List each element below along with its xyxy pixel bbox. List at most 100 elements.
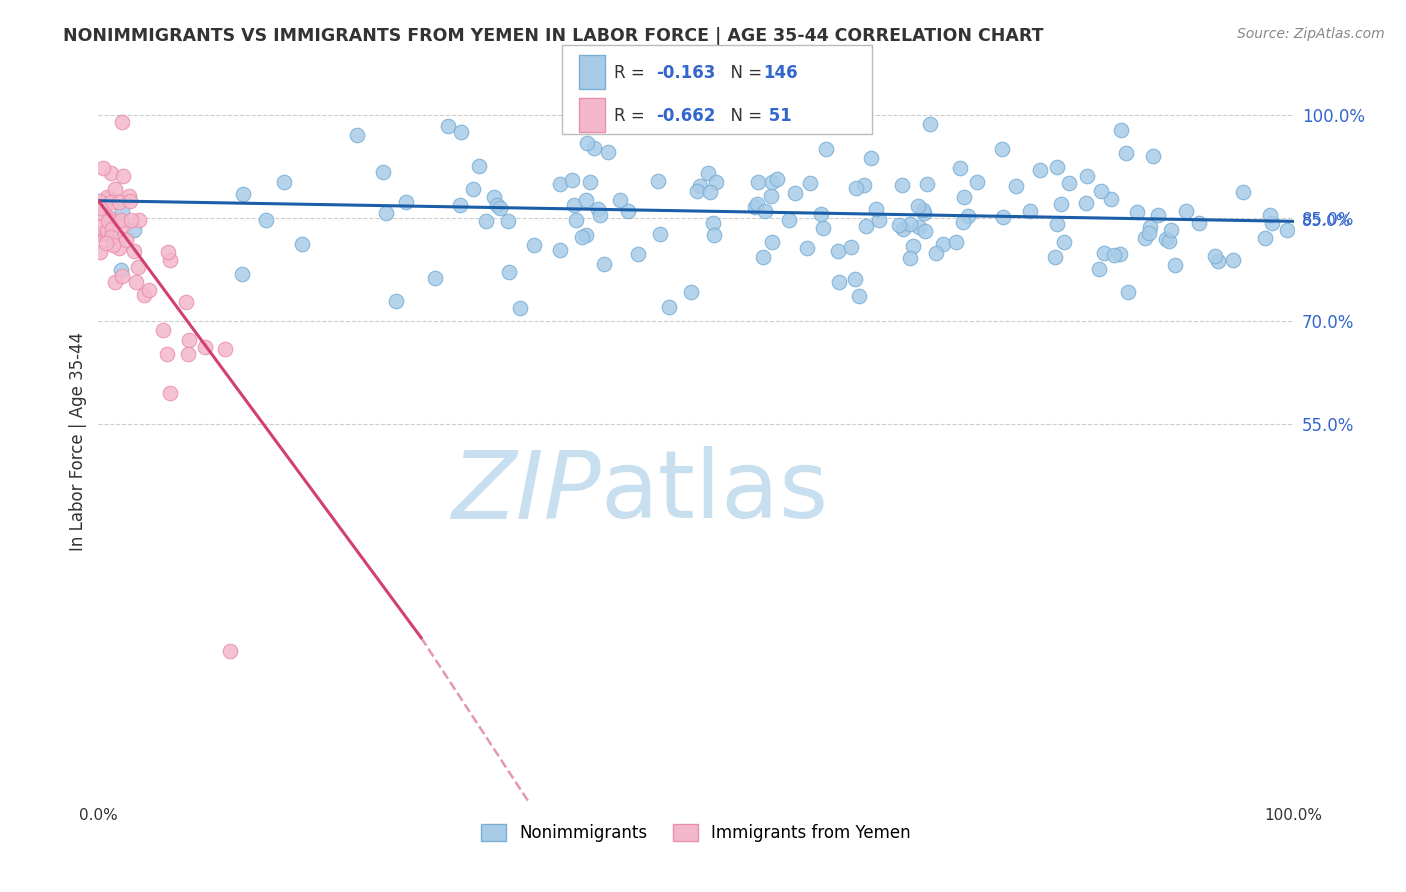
Point (1133, 231, 1156, 245)
Point (488, 202, 510, 216)
Point (575, 227, 598, 242)
Point (1142, 148, 1164, 162)
Point (747, 175, 769, 189)
Point (868, 213, 890, 227)
Point (128, 213, 150, 227)
Point (1053, 235, 1076, 250)
Point (118, 189, 141, 203)
Point (1109, 247, 1132, 261)
Point (436, 119, 458, 133)
Point (785, 186, 807, 201)
Point (498, 265, 520, 279)
Legend: Nonimmigrants, Immigrants from Yemen: Nonimmigrants, Immigrants from Yemen (475, 817, 917, 848)
Point (194, 340, 217, 354)
Y-axis label: In Labor Force | Age 35-44: In Labor Force | Age 35-44 (69, 332, 87, 551)
Point (911, 203, 934, 218)
Point (1164, 258, 1187, 272)
Point (548, 244, 571, 258)
Point (219, 644, 242, 658)
Point (839, 240, 862, 254)
Point (747, 196, 769, 211)
Point (1029, 163, 1052, 178)
Point (89, 244, 111, 259)
Point (523, 238, 546, 252)
Text: R =: R = (614, 64, 651, 82)
Point (1206, 253, 1229, 268)
Point (1005, 178, 1028, 193)
Point (111, 169, 134, 183)
Point (582, 140, 605, 154)
Point (865, 202, 887, 217)
Point (966, 175, 988, 189)
Point (110, 213, 132, 227)
Point (889, 218, 911, 232)
Point (89, 220, 111, 235)
Text: 85.0%: 85.0% (1302, 214, 1350, 229)
Point (232, 187, 254, 202)
Point (596, 145, 619, 159)
Point (94, 227, 117, 241)
Point (761, 235, 783, 250)
Text: 51: 51 (763, 107, 792, 125)
Point (1204, 249, 1226, 263)
Point (1126, 204, 1149, 219)
Point (918, 118, 941, 132)
Point (110, 263, 132, 277)
Point (93, 199, 115, 213)
Point (1188, 216, 1211, 230)
Point (1059, 176, 1081, 190)
Point (844, 271, 866, 285)
Point (96, 225, 118, 239)
Point (1222, 253, 1244, 268)
Point (752, 250, 775, 264)
Point (647, 174, 669, 188)
Point (156, 347, 179, 361)
Point (449, 198, 471, 212)
Text: N =: N = (720, 64, 768, 82)
Point (103, 238, 125, 252)
Point (586, 202, 609, 217)
Point (898, 251, 921, 265)
Point (118, 194, 141, 208)
Text: -0.163: -0.163 (657, 64, 716, 82)
Point (1090, 185, 1112, 199)
Point (450, 125, 472, 139)
Point (87, 194, 110, 208)
Point (925, 246, 948, 260)
Point (853, 178, 876, 192)
Point (371, 165, 394, 179)
Point (273, 175, 295, 189)
Point (579, 175, 602, 189)
Point (759, 188, 782, 202)
Point (1160, 223, 1182, 237)
Point (100, 230, 122, 244)
Point (101, 222, 124, 236)
Point (177, 347, 200, 361)
Point (699, 185, 721, 199)
Point (679, 285, 702, 299)
Point (138, 283, 160, 297)
Text: NONIMMIGRANTS VS IMMIGRANTS FROM YEMEN IN LABOR FORCE | AGE 35-44 CORRELATION CH: NONIMMIGRANTS VS IMMIGRANTS FROM YEMEN I… (63, 27, 1043, 45)
Point (461, 182, 484, 196)
Point (810, 207, 832, 221)
Point (571, 230, 593, 244)
Point (575, 193, 598, 207)
Point (609, 193, 631, 207)
Point (589, 208, 612, 222)
Point (395, 195, 418, 210)
Point (97, 214, 120, 228)
Point (565, 213, 588, 227)
Point (346, 128, 368, 143)
Point (214, 342, 236, 356)
Point (891, 178, 914, 192)
Point (104, 182, 127, 196)
Point (475, 213, 498, 227)
Point (952, 190, 974, 204)
Point (467, 159, 489, 173)
Point (548, 177, 571, 191)
Point (1043, 250, 1066, 264)
Point (496, 214, 519, 228)
Point (702, 215, 724, 229)
Point (111, 114, 134, 128)
Point (112, 218, 135, 232)
